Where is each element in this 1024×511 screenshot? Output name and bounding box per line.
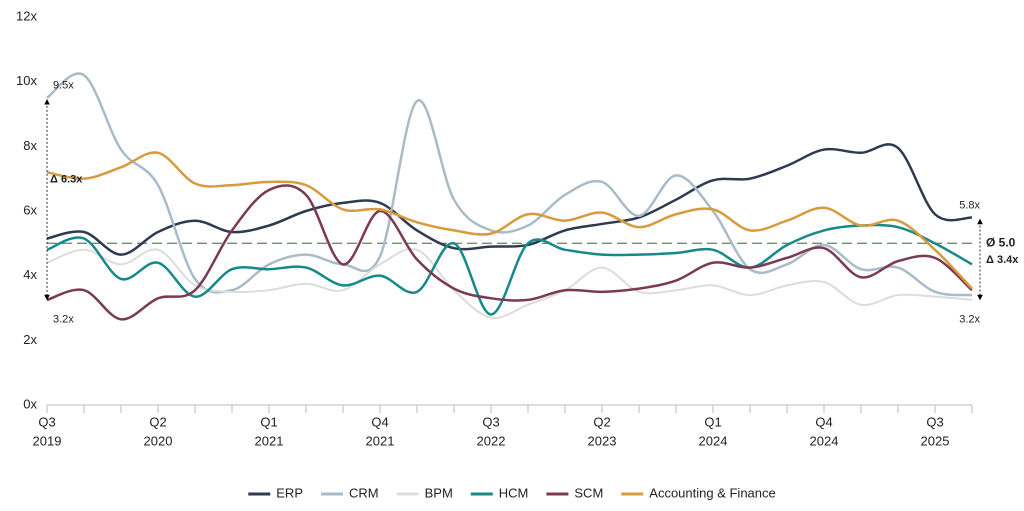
y-tick-label: 12x: [16, 8, 37, 23]
series-line: [46, 72, 973, 297]
legend: ERP CRM BPM HCM SCM Accounting & Finance: [248, 485, 776, 500]
x-tick-label: Q4: [371, 414, 388, 429]
x-tick-label: Q4: [815, 414, 832, 429]
y-tick-label: 10x: [16, 73, 37, 88]
x-tick-label: Q3: [482, 414, 499, 429]
x-tick-label: 2019: [33, 433, 62, 448]
series-line: [46, 223, 973, 316]
x-tick-label: 2021: [255, 433, 284, 448]
legend-label: BPM: [425, 485, 453, 500]
y-tick-label: 0x: [23, 396, 37, 411]
x-tick-label: 2024: [699, 433, 728, 448]
x-tick-label: Q1: [704, 414, 721, 429]
y-tick-label: 8x: [23, 138, 37, 153]
y-tick-label: 6x: [23, 202, 37, 217]
range-high-label: 9.5x: [53, 80, 74, 92]
x-tick-label: Q2: [593, 414, 610, 429]
average-label: Ø 5.0: [986, 236, 1016, 250]
series-line: [46, 184, 973, 321]
range-delta: Δ 6.3x: [50, 174, 83, 186]
range-low-label: 3.2x: [959, 313, 980, 325]
series-line: [46, 143, 973, 256]
x-tick-label: Q1: [260, 414, 277, 429]
legend-label: HCM: [499, 485, 529, 500]
series-line: [46, 151, 973, 290]
y-tick-label: 4x: [23, 267, 37, 282]
y-tick-label: 2x: [23, 332, 37, 347]
x-tick-label: 2024: [810, 433, 839, 448]
x-tick-label: Q3: [926, 414, 943, 429]
legend-label: ERP: [276, 485, 303, 500]
x-tick-label: 2025: [921, 433, 950, 448]
range-high-label: 5.8x: [959, 199, 980, 211]
x-tick-label: Q3: [38, 414, 55, 429]
legend-label: SCM: [574, 485, 603, 500]
x-tick-label: 2021: [366, 433, 395, 448]
legend-label: Accounting & Finance: [649, 485, 775, 500]
x-tick-label: 2023: [588, 433, 617, 448]
x-tick-label: 2020: [144, 433, 173, 448]
range-low-label: 3.2x: [53, 313, 74, 325]
legend-label: CRM: [349, 485, 379, 500]
x-tick-label: 2022: [477, 433, 506, 448]
range-delta: Δ 3.4x: [986, 254, 1019, 266]
x-tick-label: Q2: [149, 414, 166, 429]
